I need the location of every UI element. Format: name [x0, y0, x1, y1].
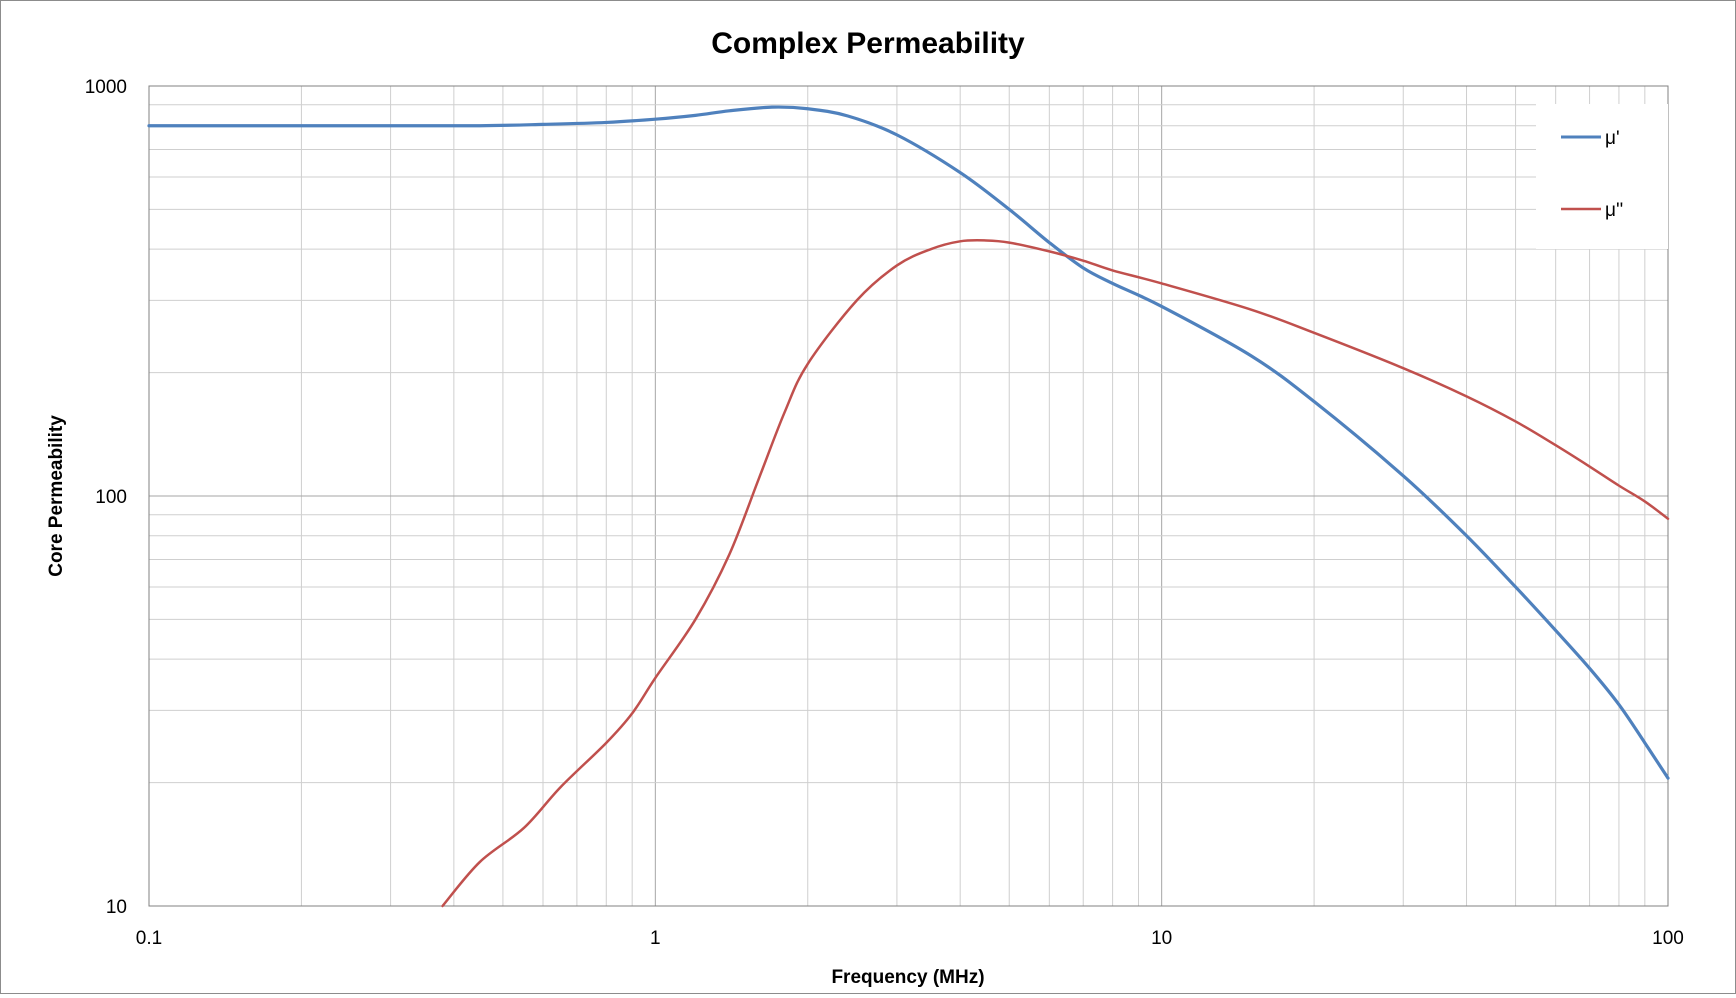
x-axis-title: Frequency (MHz)	[831, 967, 984, 988]
legend-label-mu-prime: μ'	[1605, 128, 1620, 149]
series-line-mu-double-prime	[441, 239, 1670, 908]
chart-title: Complex Permeability	[711, 27, 1025, 60]
plot-area-border	[148, 85, 1669, 907]
legend-label-mu-double-prime: μ''	[1605, 200, 1623, 221]
x-tick-label: 100	[1652, 928, 1684, 949]
series-line-mu-prime	[147, 105, 1670, 780]
y-tick-label: 1000	[85, 77, 127, 98]
y-axis-title: Core Permeability	[46, 415, 67, 577]
y-tick-label: 100	[95, 487, 127, 508]
x-tick-label: 0.1	[136, 928, 162, 949]
y-tick-label: 10	[106, 897, 127, 918]
x-tick-label: 1	[650, 928, 661, 949]
series-layer	[147, 105, 1670, 908]
x-tick-label: 10	[1151, 928, 1172, 949]
legend: μ' μ''	[1536, 104, 1668, 249]
legend-box	[1536, 104, 1668, 249]
tick-label-layer: 0.1 1 10 100 10 100 1000	[85, 77, 1684, 949]
grid-layer	[148, 85, 1669, 907]
